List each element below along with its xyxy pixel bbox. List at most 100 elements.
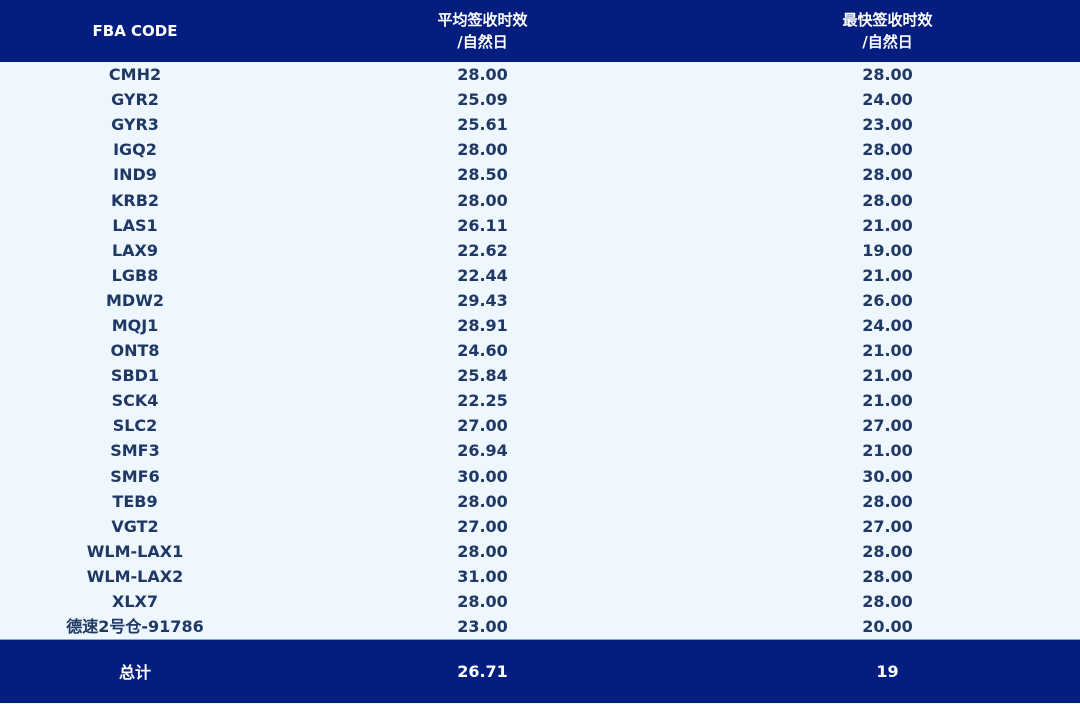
header-fba-code: FBA CODE [92, 22, 178, 40]
avg-delivery-cell: 28.91 [457, 315, 508, 335]
table-row: IGQ2 28.00 28.00 [0, 137, 1080, 162]
fastest-delivery-cell: 30.00 [862, 466, 913, 486]
fastest-delivery-cell: 28.00 [862, 165, 913, 185]
fastest-delivery-cell: 28.00 [862, 541, 913, 561]
fba-code-cell: GYR2 [111, 90, 159, 110]
fastest-delivery-cell: 27.00 [862, 516, 913, 536]
header-fast-line2: /自然日 [862, 33, 913, 51]
header-fast-line1: 最快签收时效 [842, 11, 933, 29]
fastest-delivery-cell: 24.00 [862, 315, 913, 335]
fba-code-cell: IGQ2 [113, 140, 157, 160]
fba-code-cell: XLX7 [112, 592, 158, 612]
avg-delivery-cell: 28.00 [457, 65, 508, 85]
table-row: LAS1 26.11 21.00 [0, 213, 1080, 238]
table-row: WLM-LAX1 28.00 28.00 [0, 539, 1080, 564]
fba-code-cell: VGT2 [111, 516, 159, 536]
header-row: FBA CODE 平均签收时效 /自然日 最快签收时效 /自然日 [0, 0, 1080, 62]
avg-delivery-cell: 22.44 [457, 265, 508, 285]
avg-delivery-cell: 28.00 [457, 190, 508, 210]
fba-code-cell: WLM-LAX1 [86, 541, 184, 561]
table-row: LAX9 22.62 19.00 [0, 238, 1080, 263]
table-row: SCK4 22.25 21.00 [0, 388, 1080, 413]
table-row: MDW2 29.43 26.00 [0, 288, 1080, 313]
table-row: CMH2 28.00 28.00 [0, 62, 1080, 87]
fastest-delivery-cell: 28.00 [862, 65, 913, 85]
fastest-delivery-cell: 19.00 [862, 240, 913, 260]
fba-code-cell: SCK4 [111, 391, 159, 411]
table-row: TEB9 28.00 28.00 [0, 489, 1080, 514]
avg-delivery-cell: 26.11 [457, 215, 508, 235]
table-row: 德速2号仓-91786 23.00 20.00 [0, 614, 1080, 640]
fastest-delivery-cell: 21.00 [862, 341, 913, 361]
avg-delivery-cell: 27.00 [457, 516, 508, 536]
fba-code-cell: SBD1 [110, 366, 160, 386]
avg-delivery-cell: 25.61 [457, 115, 508, 135]
fba-code-cell: MDW2 [106, 290, 164, 310]
table-row: SBD1 25.84 21.00 [0, 363, 1080, 388]
fba-code-cell: MQJ1 [111, 315, 159, 335]
avg-delivery-cell: 22.25 [457, 391, 508, 411]
avg-delivery-cell: 26.94 [457, 441, 508, 461]
avg-delivery-cell: 28.00 [457, 592, 508, 612]
header-fastest-delivery: 最快签收时效 /自然日 [695, 0, 1080, 62]
fastest-delivery-cell: 26.00 [862, 290, 913, 310]
avg-delivery-cell: 30.00 [457, 466, 508, 486]
total-fast: 19 [695, 639, 1080, 703]
total-row: 总计 26.71 19 [0, 639, 1080, 703]
avg-delivery-cell: 24.60 [457, 341, 508, 361]
table-row: VGT2 27.00 27.00 [0, 514, 1080, 539]
fba-code-cell: LAX9 [111, 240, 159, 260]
table-row: IND9 28.50 28.00 [0, 162, 1080, 187]
fastest-delivery-cell: 28.00 [862, 140, 913, 160]
avg-delivery-cell: 28.50 [457, 165, 508, 185]
fba-code-cell: 德速2号仓-91786 [66, 617, 204, 637]
table-row: LGB8 22.44 21.00 [0, 263, 1080, 288]
fba-code-cell: LAS1 [112, 215, 158, 235]
avg-delivery-cell: 28.00 [457, 541, 508, 561]
fba-code-cell: WLM-LAX2 [86, 566, 184, 586]
fastest-delivery-cell: 28.00 [862, 566, 913, 586]
fastest-delivery-cell: 21.00 [862, 265, 913, 285]
fastest-delivery-cell: 24.00 [862, 90, 913, 110]
fba-code-cell: TEB9 [112, 491, 158, 511]
fastest-delivery-cell: 21.00 [862, 366, 913, 386]
fastest-delivery-cell: 27.00 [862, 416, 913, 436]
total-label: 总计 [0, 639, 270, 703]
avg-delivery-cell: 22.62 [457, 240, 508, 260]
header-avg-line1: 平均签收时效 [437, 11, 528, 29]
header-avg-line2: /自然日 [457, 33, 508, 51]
avg-delivery-cell: 27.00 [457, 416, 508, 436]
avg-delivery-cell: 29.43 [457, 290, 508, 310]
fba-code-cell: IND9 [113, 165, 157, 185]
fastest-delivery-cell: 23.00 [862, 115, 913, 135]
table-row: SMF6 30.00 30.00 [0, 464, 1080, 489]
avg-delivery-cell: 31.00 [457, 566, 508, 586]
fba-code-cell: SMF3 [110, 441, 160, 461]
fastest-delivery-cell: 20.00 [862, 617, 913, 637]
fba-code-cell: SLC2 [112, 416, 158, 436]
table-row: GYR3 25.61 23.00 [0, 112, 1080, 137]
table-row: SLC2 27.00 27.00 [0, 413, 1080, 438]
avg-delivery-cell: 28.00 [457, 140, 508, 160]
table-row: XLX7 28.00 28.00 [0, 589, 1080, 614]
fba-code-cell: KRB2 [110, 190, 160, 210]
fba-code-cell: LGB8 [111, 265, 159, 285]
total-avg: 26.71 [270, 639, 695, 703]
fastest-delivery-cell: 21.00 [862, 441, 913, 461]
fba-code-cell: ONT8 [110, 341, 160, 361]
table-row: KRB2 28.00 28.00 [0, 187, 1080, 212]
header-avg-delivery: 平均签收时效 /自然日 [270, 0, 695, 62]
fba-code-cell: CMH2 [108, 65, 162, 85]
avg-delivery-cell: 25.84 [457, 366, 508, 386]
fastest-delivery-cell: 21.00 [862, 215, 913, 235]
fastest-delivery-cell: 28.00 [862, 190, 913, 210]
fba-code-cell: GYR3 [111, 115, 159, 135]
table-row: SMF3 26.94 21.00 [0, 438, 1080, 463]
fastest-delivery-cell: 28.00 [862, 592, 913, 612]
table-row: GYR2 25.09 24.00 [0, 87, 1080, 112]
table-row: WLM-LAX2 31.00 28.00 [0, 564, 1080, 589]
fastest-delivery-cell: 21.00 [862, 391, 913, 411]
avg-delivery-cell: 25.09 [457, 90, 508, 110]
table-row: MQJ1 28.91 24.00 [0, 313, 1080, 338]
